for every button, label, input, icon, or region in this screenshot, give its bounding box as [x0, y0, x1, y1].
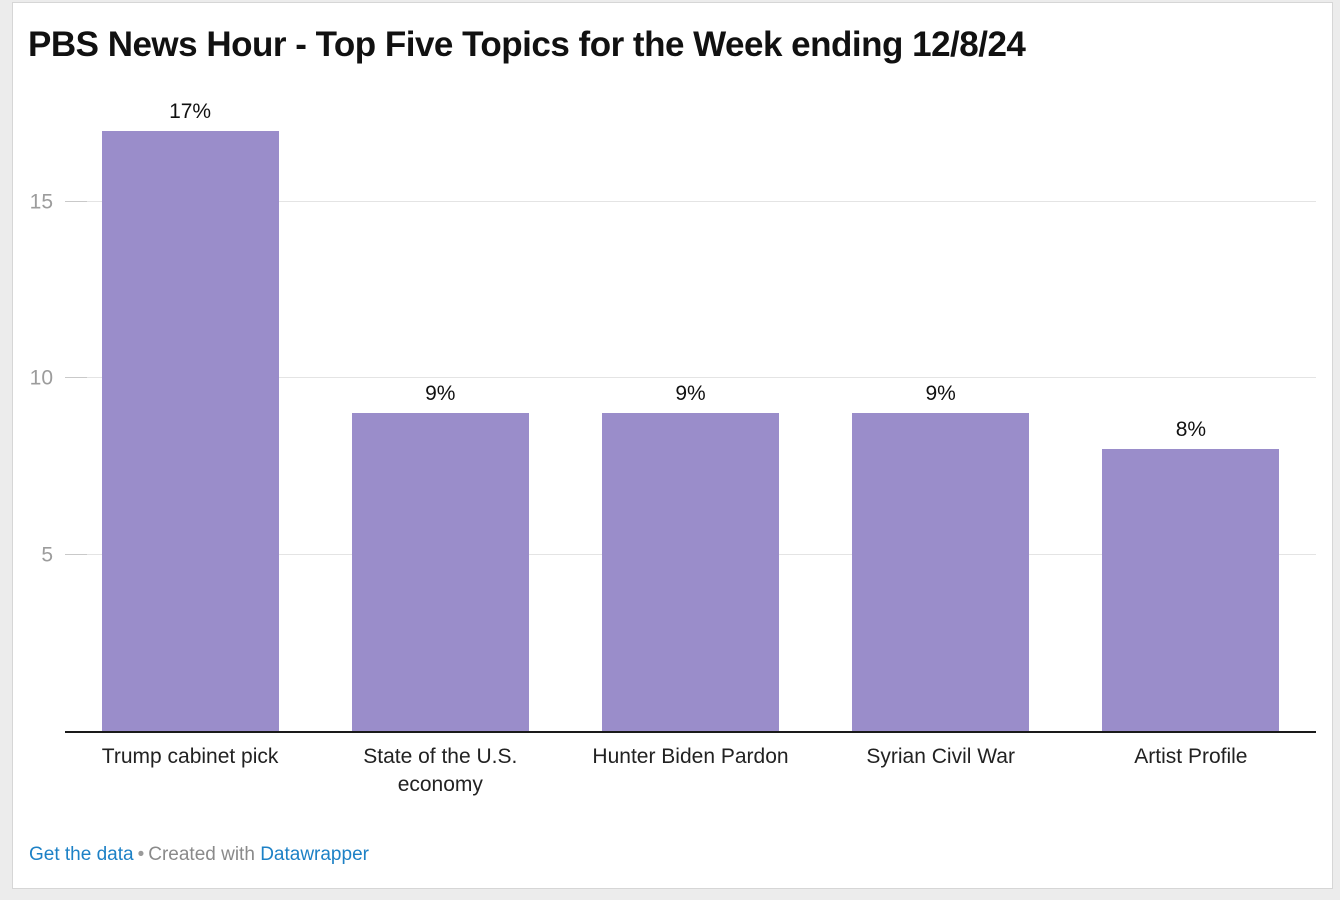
- gridline: [65, 377, 1316, 378]
- chart-card: PBS News Hour - Top Five Topics for the …: [12, 2, 1333, 889]
- bar-value-label: 9%: [925, 382, 956, 406]
- gridline-tick-stub: [65, 200, 87, 202]
- chart-title: PBS News Hour - Top Five Topics for the …: [28, 25, 1026, 64]
- x-axis-baseline: [65, 731, 1316, 733]
- bar-value-label: 9%: [425, 382, 456, 406]
- bar: [852, 413, 1030, 731]
- footer-created-with: Created with: [148, 844, 255, 865]
- datawrapper-link[interactable]: Datawrapper: [260, 844, 369, 865]
- x-axis-label: Trump cabinet pick: [101, 745, 279, 768]
- bar: [101, 130, 279, 731]
- y-tick-label: 15: [29, 190, 53, 213]
- bar: [1102, 448, 1280, 731]
- bar-value-label: 9%: [675, 382, 706, 406]
- x-axis-label: Hunter Biden Pardon: [592, 745, 789, 768]
- x-axis-label: Syrian Civil War: [866, 745, 1015, 768]
- y-tick-label: 10: [29, 366, 53, 390]
- chart-footer: Get the data • Created with Datawrapper: [29, 844, 369, 866]
- get-the-data-link[interactable]: Get the data: [29, 844, 134, 865]
- x-axis-label: State of the U.S. economy: [363, 745, 518, 797]
- bar: [602, 413, 779, 731]
- gridline: [65, 200, 1316, 202]
- bar-value-label: 8%: [1175, 417, 1207, 441]
- gridline-tick-stub: [65, 377, 87, 378]
- gridline-tick-stub: [65, 553, 87, 555]
- plot-area: 5 10 15 17% 9% 9% 9% 8%: [30, 95, 1316, 731]
- x-axis-label: Artist Profile: [1134, 745, 1248, 768]
- bar-value-label: 17%: [169, 99, 212, 123]
- bar: [351, 413, 529, 731]
- footer-separator: •: [137, 844, 145, 865]
- y-tick-label: 5: [41, 543, 53, 566]
